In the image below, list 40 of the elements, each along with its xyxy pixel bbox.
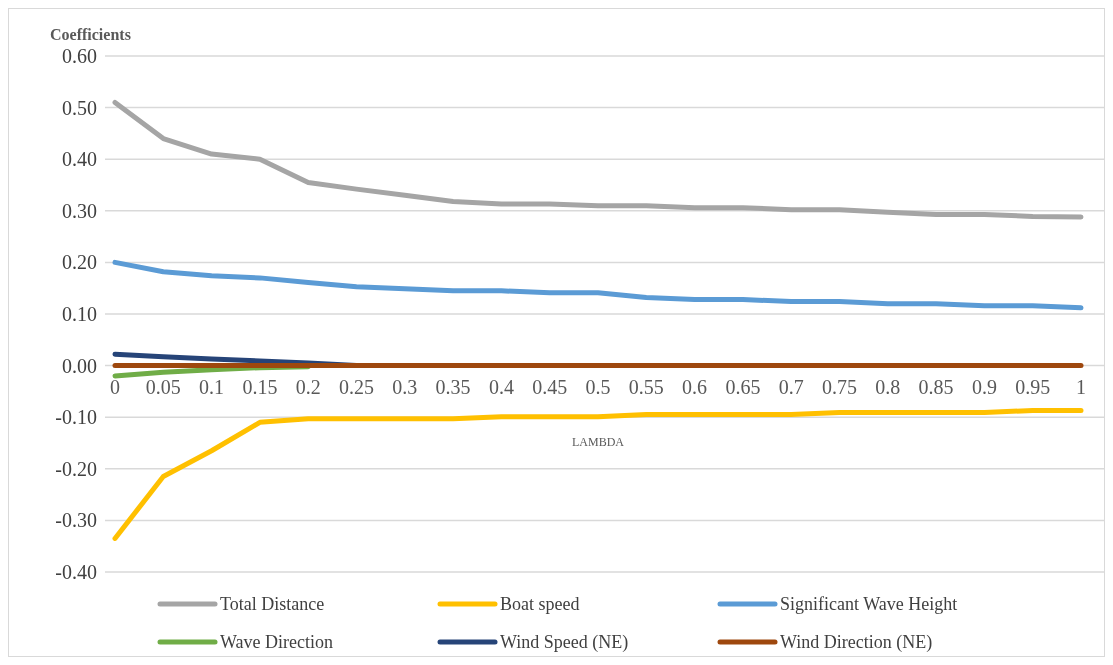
y-tick-label: -0.10 <box>55 406 97 429</box>
y-tick-label: 0.20 <box>62 251 97 274</box>
x-tick-label: 0.45 <box>532 375 568 398</box>
x-tick-label: 0.7 <box>778 375 804 398</box>
x-axis-title: LAMBDA <box>571 434 625 449</box>
x-tick-label: 0.3 <box>392 375 418 398</box>
x-tick-label: 0.2 <box>295 375 321 398</box>
y-tick-label: 0.10 <box>62 303 97 325</box>
x-tick-label: 0.25 <box>339 375 374 398</box>
y-tick-label: 0.30 <box>62 199 97 222</box>
y-tick-label: 0.00 <box>62 354 97 377</box>
x-tick-label: 0 <box>110 375 120 398</box>
x-tick-label: 0.1 <box>199 375 225 398</box>
x-tick-label: 0.85 <box>918 375 954 398</box>
x-tick-label: 1 <box>1076 375 1086 398</box>
x-tick-label: 0.05 <box>145 375 181 398</box>
y-tick-label: -0.20 <box>55 457 97 480</box>
x-tick-label: 0.75 <box>822 375 857 398</box>
y-tick-label: -0.40 <box>55 561 97 583</box>
y-tick-label: 0.40 <box>62 148 97 171</box>
x-tick-label: 0.8 <box>875 375 901 398</box>
x-tick-label: 0.6 <box>682 375 708 398</box>
x-tick-label: 0.95 <box>1015 375 1051 398</box>
x-tick-label: 0.35 <box>435 375 471 398</box>
legend-label: Wave Direction <box>220 632 334 653</box>
legend-label: Total Distance <box>220 594 325 615</box>
legend-label: Boat speed <box>500 594 580 615</box>
x-tick-label: 0.55 <box>628 375 664 398</box>
x-tick-label: 0.4 <box>488 375 514 398</box>
x-tick-label: 0.5 <box>585 375 611 398</box>
y-axis-title: Coefficients <box>50 26 131 43</box>
x-tick-label: 0.9 <box>971 375 997 398</box>
legend-label: Significant Wave Height <box>780 594 958 615</box>
y-tick-label: 0.60 <box>62 45 97 67</box>
x-tick-label: 0.15 <box>242 375 278 398</box>
x-tick-label: 0.65 <box>725 375 761 398</box>
y-tick-label: -0.30 <box>55 509 97 532</box>
legend-label: Wind Speed (NE) <box>500 632 629 654</box>
y-tick-label: 0.50 <box>62 96 97 119</box>
legend-label: Wind Direction (NE) <box>780 632 933 654</box>
